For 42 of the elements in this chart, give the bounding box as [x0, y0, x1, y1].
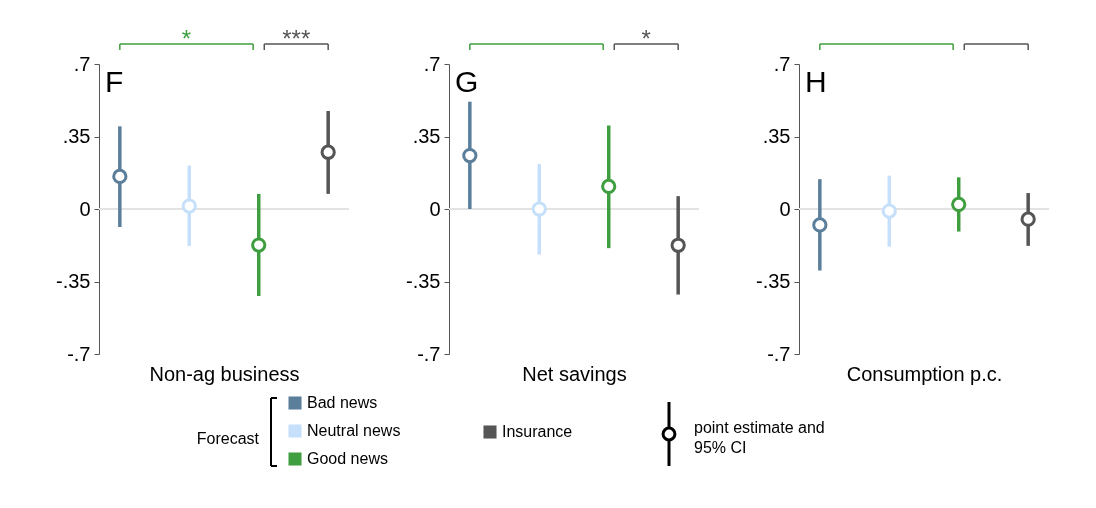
x-axis-title: Consumption p.c. — [846, 362, 1003, 385]
y-tick-label: .7 — [773, 52, 791, 75]
y-tick-label: -.7 — [767, 342, 791, 365]
y-tick-label: 0 — [429, 197, 441, 220]
legend-label: Insurance — [502, 423, 573, 440]
y-tick-label: -.7 — [67, 342, 91, 365]
y-tick-label: .35 — [412, 125, 441, 147]
point — [251, 237, 267, 253]
legend-label: Neutral news — [307, 422, 401, 439]
y-tick-label: -.7 — [417, 342, 441, 365]
legend-label: Bad news — [307, 394, 378, 411]
y-tick-label: -.35 — [406, 270, 441, 292]
point — [181, 198, 197, 214]
y-tick-label: .7 — [73, 52, 91, 75]
chart-title: H — [805, 65, 827, 98]
point — [531, 201, 547, 217]
x-axis-title: Non-ag business — [149, 362, 300, 385]
legend-title: Forecast — [196, 430, 260, 447]
text: *** — [282, 25, 311, 52]
point — [112, 168, 128, 185]
point — [462, 147, 478, 164]
text: point estimate and 95% CI — [694, 419, 825, 456]
point — [601, 178, 617, 195]
y-tick-label: .7 — [423, 52, 441, 75]
y-tick-label: -.35 — [756, 270, 791, 292]
y-tick-label: .35 — [762, 125, 791, 147]
y-tick-label: 0 — [779, 197, 791, 220]
chart-title: F — [105, 65, 124, 98]
point — [812, 217, 828, 233]
y-tick-label: 0 — [79, 197, 91, 220]
point — [320, 144, 336, 160]
point — [881, 203, 897, 219]
point — [1020, 211, 1036, 227]
x-axis-title: Net savings — [522, 362, 627, 385]
y-tick-label: -.35 — [56, 270, 91, 292]
point — [670, 237, 686, 253]
chart-title: G — [455, 65, 479, 98]
y-tick-label: .35 — [62, 125, 91, 147]
text: * — [181, 25, 192, 52]
point — [951, 196, 967, 213]
text: * — [641, 25, 651, 52]
legend-label: Good news — [307, 450, 388, 467]
